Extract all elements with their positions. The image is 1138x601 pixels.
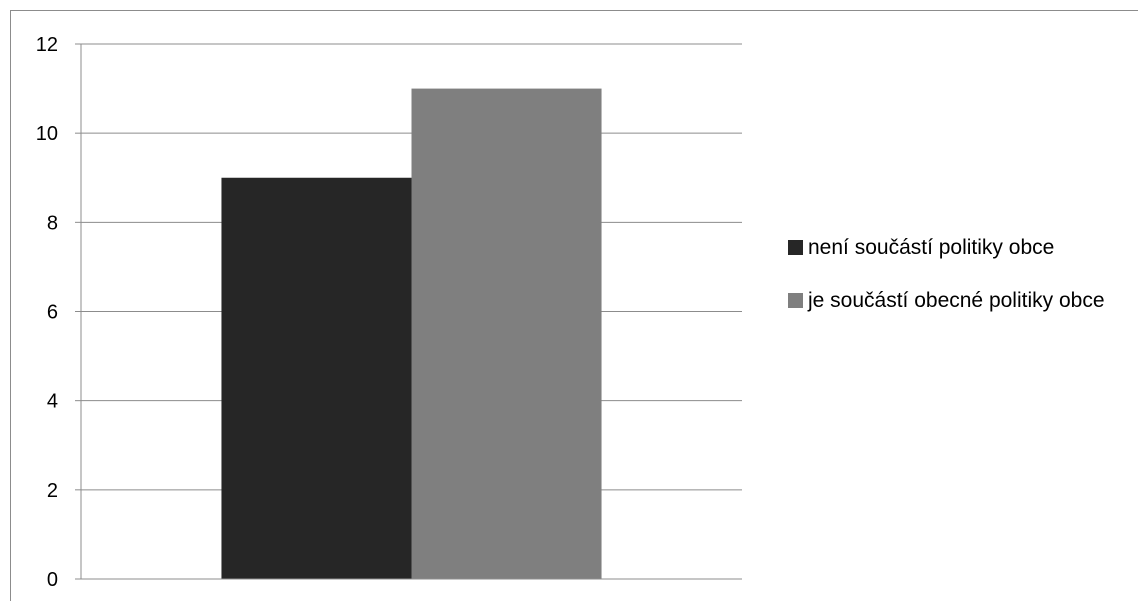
- chart-frame: [10, 10, 1138, 601]
- legend: není součástí politiky obce je součástí …: [788, 232, 1108, 338]
- legend-label-1: je součástí obecné politiky obce: [808, 289, 1105, 312]
- y-tick-label-1: 2: [47, 480, 58, 502]
- y-tick-label-5: 10: [36, 123, 58, 145]
- bar-1-0: [411, 88, 602, 579]
- y-tick-label-4: 8: [47, 212, 58, 234]
- legend-item-1: je součástí obecné politiky obce: [788, 285, 1108, 316]
- legend-swatch-1: [788, 293, 803, 308]
- legend-item-0: není součástí politiky obce: [788, 232, 1108, 263]
- y-tick-label-0: 0: [47, 569, 58, 591]
- y-tick-label-3: 6: [47, 302, 58, 324]
- y-tick-label-2: 4: [47, 391, 58, 413]
- y-tick-label-6: 12: [36, 34, 58, 56]
- legend-label-0: není součástí politiky obce: [808, 236, 1055, 259]
- bar-0-0: [221, 177, 412, 579]
- legend-swatch-0: [788, 240, 803, 255]
